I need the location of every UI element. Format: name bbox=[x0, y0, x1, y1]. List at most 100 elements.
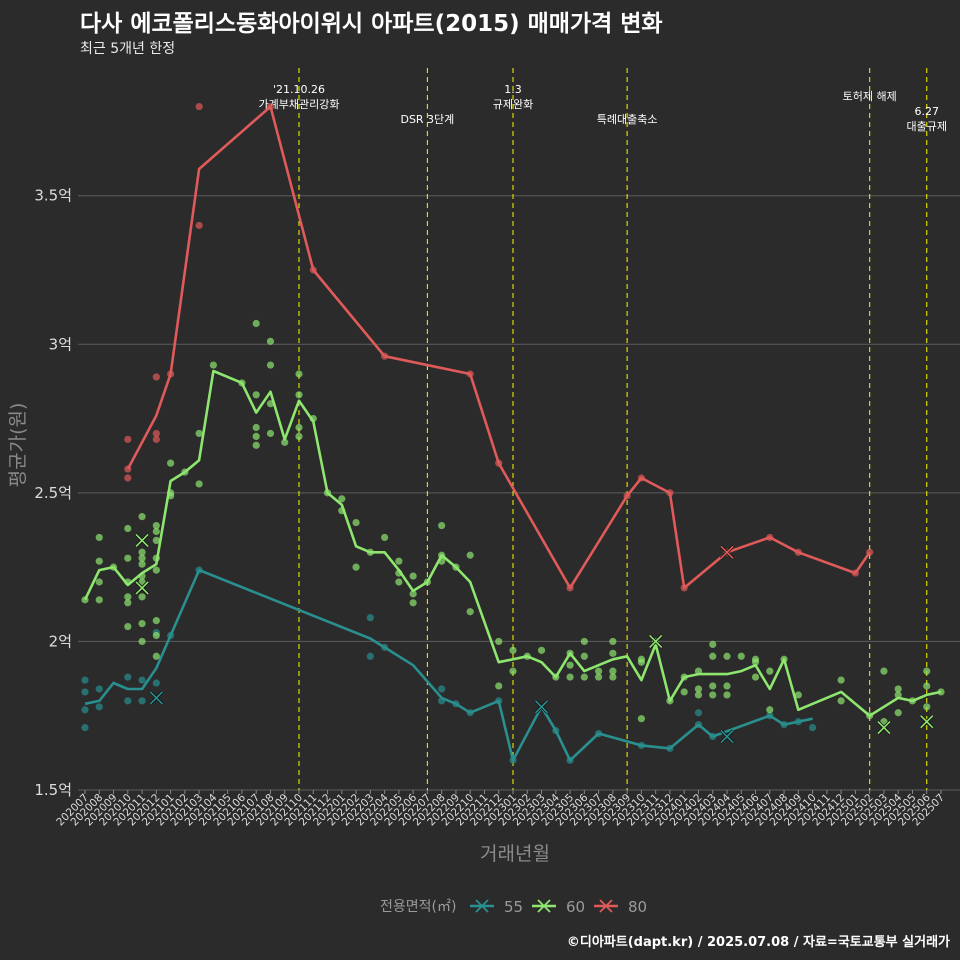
data-point-80 bbox=[466, 370, 474, 378]
data-point-55 bbox=[124, 697, 132, 705]
data-point-60 bbox=[566, 661, 574, 669]
data-point-80 bbox=[309, 266, 317, 274]
cross-mark bbox=[534, 700, 549, 714]
data-point-55 bbox=[637, 741, 646, 750]
annotation-label: 대출규제 bbox=[906, 120, 946, 133]
legend-label-80: 80 bbox=[628, 898, 647, 916]
legend-label-60: 60 bbox=[566, 898, 585, 916]
cross-marker-55 bbox=[719, 729, 735, 744]
data-point-55 bbox=[495, 697, 503, 705]
data-point-60 bbox=[295, 391, 303, 399]
data-point-60 bbox=[195, 480, 203, 488]
data-point-60 bbox=[438, 521, 446, 530]
data-point-60 bbox=[81, 596, 89, 604]
data-point-55 bbox=[694, 709, 703, 717]
data-point-60 bbox=[894, 709, 902, 717]
legend-item-55: 55 bbox=[470, 898, 523, 916]
data-point-55 bbox=[81, 724, 89, 732]
data-point-60 bbox=[609, 667, 617, 675]
data-point-60 bbox=[566, 673, 574, 681]
data-point-60 bbox=[709, 682, 717, 690]
data-point-60 bbox=[138, 554, 146, 562]
data-point-80 bbox=[152, 373, 160, 381]
data-point-55 bbox=[366, 652, 374, 660]
page-subtitle: 최근 5개년 한정 bbox=[80, 41, 176, 57]
annotation-label: 6.27 bbox=[914, 105, 939, 118]
data-point-60 bbox=[281, 438, 289, 446]
data-point-55 bbox=[566, 756, 574, 764]
y-tick-label: 1.5억 bbox=[34, 781, 72, 799]
data-point-60 bbox=[138, 548, 146, 556]
data-point-60 bbox=[338, 507, 346, 515]
data-point-60 bbox=[252, 432, 260, 440]
data-point-60 bbox=[238, 379, 246, 387]
data-point-55 bbox=[509, 756, 517, 764]
data-point-60 bbox=[751, 658, 760, 666]
data-point-60 bbox=[167, 459, 175, 467]
data-point-60 bbox=[409, 572, 417, 580]
data-point-55 bbox=[709, 732, 717, 741]
data-point-60 bbox=[95, 596, 103, 604]
x-axis-label: 거래년월 bbox=[480, 843, 550, 865]
data-point-55 bbox=[124, 673, 132, 681]
data-point-55 bbox=[381, 643, 389, 651]
data-point-60 bbox=[381, 533, 389, 542]
cross-mark bbox=[649, 634, 663, 648]
data-point-80 bbox=[195, 221, 203, 230]
cross-mark bbox=[135, 533, 149, 547]
data-point-80 bbox=[152, 435, 160, 443]
series-line-80 bbox=[126, 105, 871, 590]
data-point-60 bbox=[138, 578, 146, 586]
data-point-60 bbox=[109, 563, 118, 571]
cross-marker-60 bbox=[648, 634, 663, 649]
data-point-60 bbox=[466, 551, 474, 559]
data-point-60 bbox=[209, 361, 217, 369]
data-point-55 bbox=[780, 721, 788, 729]
scatter-points bbox=[81, 102, 945, 764]
data-point-60 bbox=[723, 652, 731, 660]
data-point-60 bbox=[837, 697, 845, 705]
data-point-55 bbox=[666, 744, 674, 753]
data-point-60 bbox=[295, 432, 303, 440]
data-point-55 bbox=[552, 726, 560, 735]
data-point-60 bbox=[694, 685, 703, 693]
data-point-60 bbox=[152, 652, 160, 660]
data-point-60 bbox=[352, 563, 360, 571]
data-point-60 bbox=[138, 560, 146, 568]
annotation-label: 토허제 해제 bbox=[843, 89, 897, 103]
data-point-60 bbox=[880, 718, 888, 726]
legend: 전용면적(㎡) 55 60 80 bbox=[380, 898, 647, 916]
annotation-label: DSR 3단계 bbox=[400, 113, 454, 126]
data-point-60 bbox=[95, 578, 103, 586]
data-point-60 bbox=[266, 337, 275, 345]
data-point-60 bbox=[751, 673, 760, 681]
annotation-label: 규제완화 bbox=[493, 98, 533, 111]
data-point-60 bbox=[152, 521, 160, 530]
data-point-55 bbox=[95, 685, 103, 693]
data-point-55 bbox=[81, 706, 89, 714]
data-point-60 bbox=[423, 578, 431, 586]
cross-mark bbox=[135, 581, 149, 595]
data-point-60 bbox=[252, 319, 260, 328]
data-point-60 bbox=[438, 557, 446, 565]
data-point-80 bbox=[637, 474, 646, 482]
data-point-80 bbox=[495, 459, 503, 467]
data-point-60 bbox=[537, 646, 546, 654]
data-point-60 bbox=[694, 667, 703, 675]
data-point-60 bbox=[266, 400, 275, 408]
data-point-60 bbox=[167, 492, 175, 500]
data-point-60 bbox=[894, 691, 902, 699]
data-point-60 bbox=[195, 429, 203, 438]
data-point-60 bbox=[152, 566, 160, 574]
data-point-60 bbox=[937, 688, 945, 696]
data-point-60 bbox=[395, 578, 403, 586]
data-point-60 bbox=[580, 637, 588, 646]
data-point-60 bbox=[395, 569, 403, 577]
data-point-60 bbox=[566, 649, 574, 657]
series-line-60 bbox=[83, 369, 942, 717]
data-point-60 bbox=[766, 706, 774, 714]
data-point-60 bbox=[595, 673, 603, 681]
data-point-60 bbox=[737, 652, 745, 660]
cross-marker-60 bbox=[919, 714, 934, 729]
